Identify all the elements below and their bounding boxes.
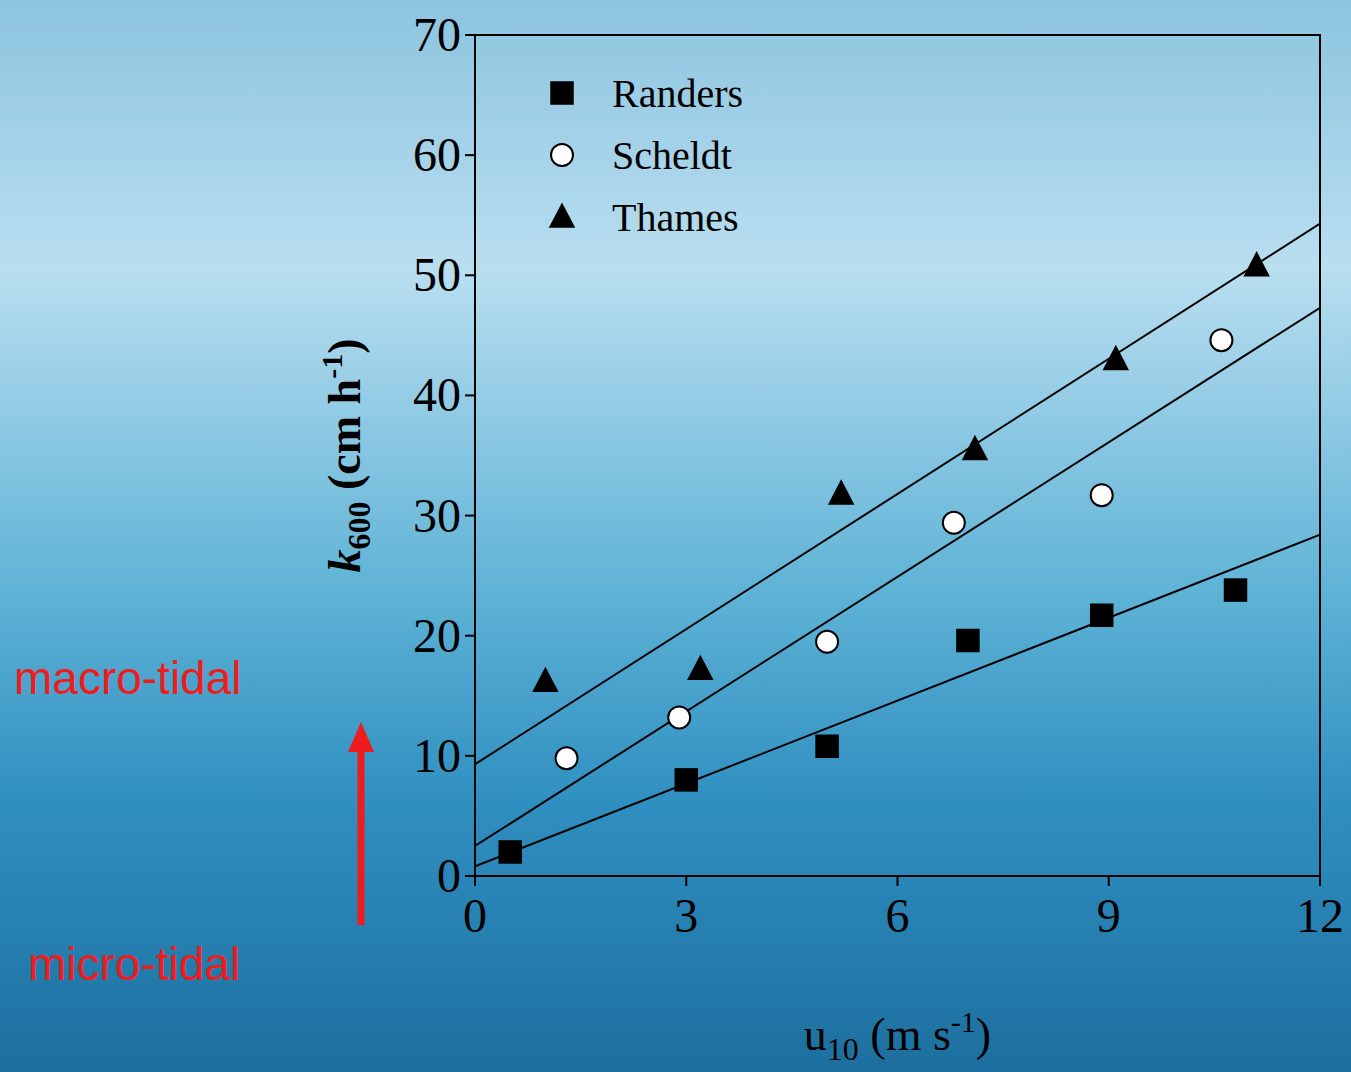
data-point [1225, 579, 1247, 601]
legend-marker [551, 144, 573, 166]
x-tick-label: 3 [674, 889, 698, 942]
data-point [556, 747, 578, 769]
data-point [499, 841, 521, 863]
annotation: macro-tidal [14, 652, 242, 704]
y-tick-label: 50 [413, 248, 461, 301]
x-tick-label: 6 [886, 889, 910, 942]
legend-label: Thames [612, 195, 739, 240]
data-point [943, 512, 965, 534]
y-tick [465, 154, 475, 156]
y-tick-label: 0 [437, 849, 461, 902]
legend-marker [551, 82, 573, 104]
data-point [957, 630, 979, 652]
chart: 0 10 20 30 40 50 60 70 0 3 6 9 12 u10 (m s-1) k600 (cm… [0, 0, 1351, 1072]
x-tick [474, 876, 476, 886]
x-tick-label: 9 [1097, 889, 1121, 942]
x-tick [1319, 876, 1321, 886]
legend-label: Randers [612, 71, 743, 116]
data-point [675, 769, 697, 791]
x-tick [897, 876, 899, 886]
x-tick-label: 0 [463, 889, 487, 942]
data-point [816, 631, 838, 653]
plot-area [475, 224, 1320, 867]
data-point [533, 668, 557, 691]
arrow-head [348, 722, 374, 752]
data-point [1245, 253, 1269, 276]
fit-line [475, 535, 1320, 867]
y-tick [465, 755, 475, 757]
data-point [816, 735, 838, 757]
plot-frame [475, 35, 1320, 876]
legend-label: Scheldt [612, 133, 732, 178]
x-axis-title: u10 (m s-1) [804, 1005, 991, 1067]
legend-marker [550, 204, 574, 227]
y-axis-title: k600 (cm h-1) [315, 339, 377, 573]
x-tick-label: 12 [1296, 889, 1344, 942]
y-tick-label: 10 [413, 729, 461, 782]
y-tick-label: 70 [413, 8, 461, 61]
data-point [1091, 604, 1113, 626]
annotation: micro-tidal [28, 938, 240, 990]
x-tick [685, 876, 687, 886]
data-point [688, 656, 712, 679]
x-tick [1108, 876, 1110, 886]
data-point [1104, 346, 1128, 369]
y-tick-label: 30 [413, 489, 461, 542]
y-tick-label: 20 [413, 609, 461, 662]
y-tick [465, 875, 475, 877]
fit-line [475, 224, 1320, 765]
data-point [963, 436, 987, 459]
fit-line [475, 308, 1320, 846]
y-tick-label: 40 [413, 368, 461, 421]
arrow-shaft [358, 750, 365, 925]
y-tick [465, 34, 475, 36]
data-point [829, 481, 853, 504]
y-tick [465, 274, 475, 276]
y-tick [465, 394, 475, 396]
data-point [1091, 484, 1113, 506]
y-tick [465, 515, 475, 517]
y-tick-label: 60 [413, 128, 461, 181]
data-point [668, 706, 690, 728]
y-tick [465, 635, 475, 637]
data-point [1210, 329, 1232, 351]
